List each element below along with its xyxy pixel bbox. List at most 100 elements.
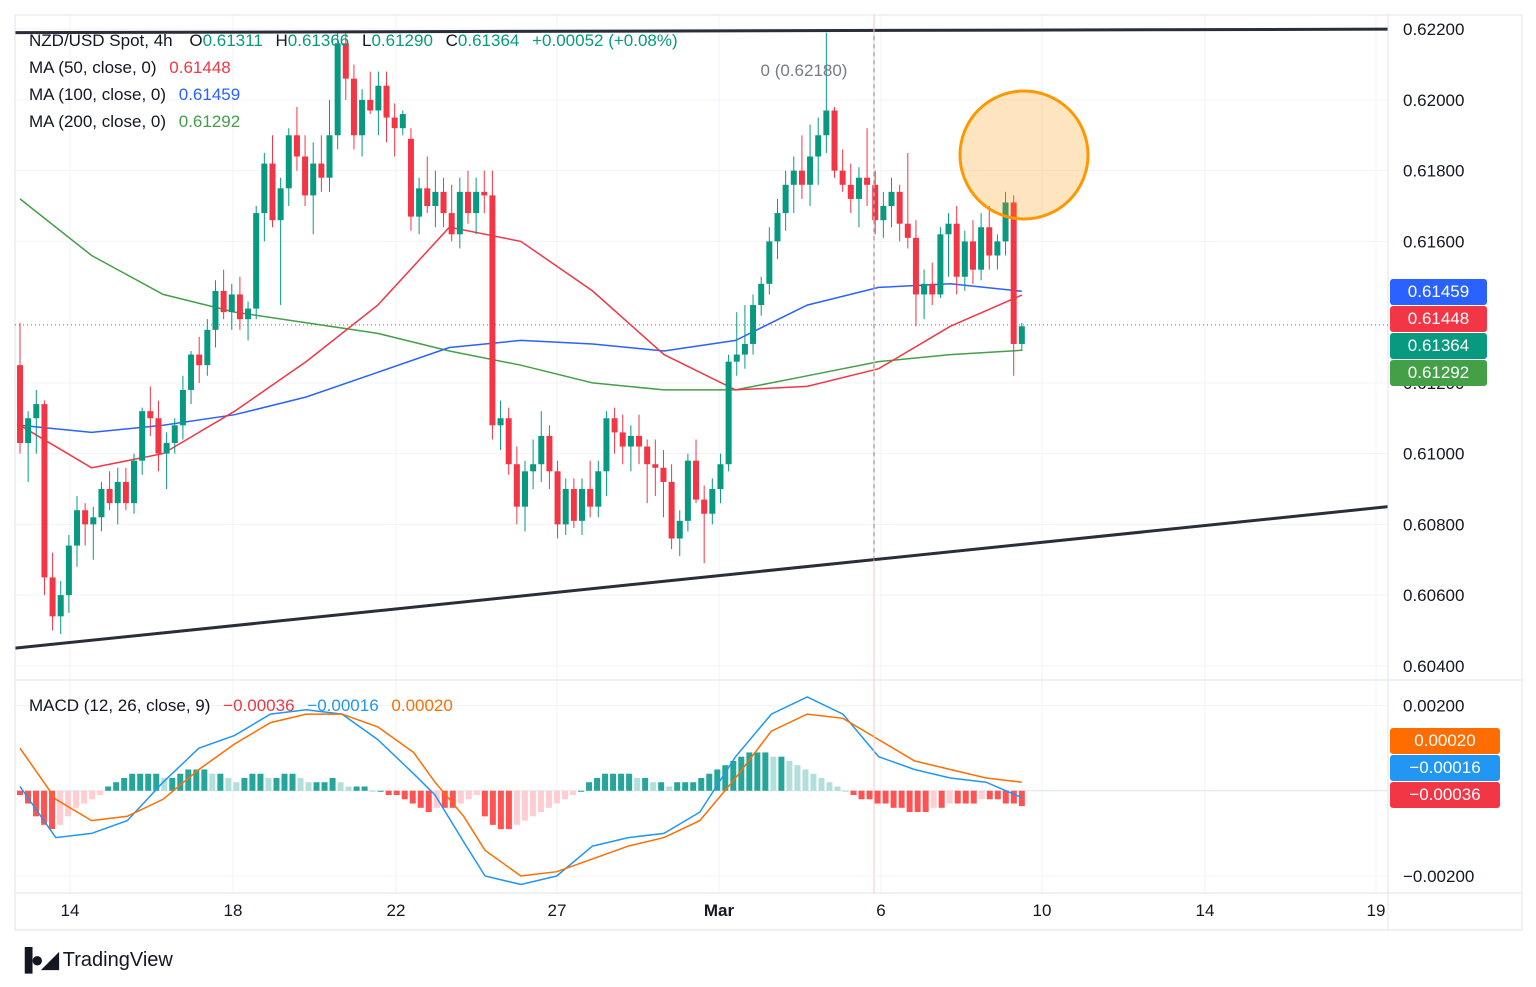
macd-histogram-bar xyxy=(1018,790,1025,807)
macd-histogram-bar xyxy=(690,782,697,791)
macd-histogram-bar xyxy=(193,769,200,791)
macd-histogram-bar xyxy=(537,790,544,813)
price-tick-label: 0.61800 xyxy=(1403,162,1464,181)
macd-histogram-bar xyxy=(842,790,849,792)
macd-histogram-bar xyxy=(738,756,745,791)
grid xyxy=(15,15,1388,893)
candle-body xyxy=(25,418,32,444)
macd-histogram-bar xyxy=(898,790,905,808)
macd-histogram-bar xyxy=(970,790,977,804)
macd-histogram-bar xyxy=(946,790,953,804)
macd-histogram-bar xyxy=(337,782,344,791)
candle-body xyxy=(570,488,577,521)
tradingview-brand[interactable]: ▐●◢ TradingView xyxy=(17,947,173,973)
candle-body xyxy=(538,435,545,465)
macd-histogram-bar xyxy=(497,790,504,830)
candle-body xyxy=(245,308,252,320)
macd-legend[interactable]: MACD (12, 26, close, 9) −0.00036 −0.0001… xyxy=(29,696,453,716)
macd-line-badge: −0.00016 xyxy=(1390,755,1500,781)
candle-body xyxy=(693,460,700,500)
macd-histogram-bar xyxy=(529,790,536,817)
signal-badge: 0.00020 xyxy=(1390,728,1500,754)
candle-body xyxy=(1002,202,1009,242)
macd-histogram-bar xyxy=(409,790,416,804)
macd-histogram-bar xyxy=(473,790,480,796)
candle-body xyxy=(269,163,276,221)
candle-body xyxy=(823,110,830,136)
price-tick-label: 0.62000 xyxy=(1403,91,1464,110)
candle-body xyxy=(293,135,300,157)
macd-histogram-bar xyxy=(377,790,384,792)
macd-histogram-bar xyxy=(722,765,729,791)
macd-histogram-bar xyxy=(97,790,104,796)
macd-histogram-bar xyxy=(361,786,368,791)
price-tick-label: 0.61600 xyxy=(1403,232,1464,251)
candle-body xyxy=(464,191,471,214)
candle-body xyxy=(717,464,724,489)
candle-body xyxy=(90,517,97,525)
macd-histogram-bar xyxy=(545,790,552,808)
macd-histogram-bar xyxy=(129,773,136,791)
moving-averages xyxy=(19,198,1023,469)
candle-body xyxy=(155,418,162,454)
candle-body xyxy=(163,443,170,454)
signal-line xyxy=(19,713,1022,877)
candle-body xyxy=(505,418,512,465)
macd-histogram-bar xyxy=(73,790,80,808)
macd-tick-label: 0.00200 xyxy=(1403,697,1464,716)
ma200-legend[interactable]: MA (200, close, 0) 0.61292 xyxy=(29,112,240,132)
macd-histogram-bar xyxy=(249,773,256,791)
high-label: H xyxy=(275,31,288,50)
macd-histogram-bar xyxy=(185,769,192,791)
macd-histogram-bar xyxy=(938,790,945,808)
macd-histogram-bar xyxy=(177,773,184,791)
time-tick-label: 14 xyxy=(61,901,80,920)
macd-histogram-bar xyxy=(618,773,625,791)
macd-histogram-bar xyxy=(674,782,681,791)
tradingview-logo-icon: ▐●◢ xyxy=(17,947,59,972)
candle-body xyxy=(122,481,129,504)
macd-histogram-bar xyxy=(1010,790,1017,804)
candle-body xyxy=(228,294,235,313)
candle-body xyxy=(432,191,439,207)
macd-histogram-bar xyxy=(802,769,809,791)
candle-body xyxy=(595,471,602,507)
candle-body xyxy=(684,460,691,521)
candle-body xyxy=(342,43,349,79)
macd-histogram-bar xyxy=(345,786,352,791)
macd-histogram-bar xyxy=(481,790,488,817)
candle-body xyxy=(644,446,651,465)
candle-body xyxy=(554,471,561,525)
macd-histogram-bar xyxy=(329,777,336,791)
candle-body xyxy=(758,283,765,306)
macd-histogram-bar xyxy=(714,769,721,791)
macd-histogram-bar xyxy=(201,769,208,791)
ma200-label: MA (200, close, 0) xyxy=(29,112,167,131)
macd-histogram-bar xyxy=(890,790,897,808)
time-tick-label: 27 xyxy=(548,901,567,920)
candle-body xyxy=(399,114,406,129)
ma100-legend[interactable]: MA (100, close, 0) 0.61459 xyxy=(29,85,240,105)
candle-body xyxy=(407,138,414,217)
annotations: 0 (0.62180) xyxy=(15,15,1388,893)
macd-histogram-bar xyxy=(866,790,873,800)
macd-histogram-bar xyxy=(41,790,48,825)
candle-body xyxy=(855,177,862,199)
time-tick-label: 6 xyxy=(876,901,885,920)
candle-body xyxy=(521,471,528,507)
macd-histogram-bar xyxy=(441,790,448,808)
symbol-title: NZD/USD Spot, 4h xyxy=(29,31,173,50)
macd-label: MACD (12, 26, close, 9) xyxy=(29,696,211,715)
candle-body xyxy=(961,241,968,277)
candle-body xyxy=(1018,326,1025,344)
macd-histogram-bar xyxy=(778,756,785,791)
close-label: C xyxy=(445,31,458,50)
candle-body xyxy=(831,110,838,171)
ma50-legend[interactable]: MA (50, close, 0) 0.61448 xyxy=(29,58,231,78)
candle-body xyxy=(188,354,195,390)
trendlines xyxy=(14,27,1389,650)
macd-histogram-bar xyxy=(305,782,312,791)
candle-body xyxy=(921,283,928,295)
macd-histogram-bar xyxy=(626,773,633,791)
